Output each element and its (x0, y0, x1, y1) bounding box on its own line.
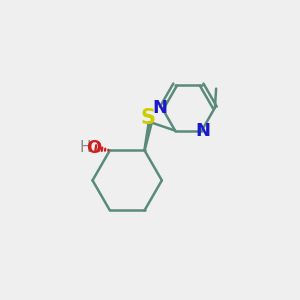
Text: N: N (196, 122, 211, 140)
Text: O: O (86, 139, 101, 157)
Text: N: N (152, 99, 167, 117)
Polygon shape (144, 122, 152, 151)
Text: S: S (140, 108, 155, 128)
Text: H: H (80, 140, 91, 155)
